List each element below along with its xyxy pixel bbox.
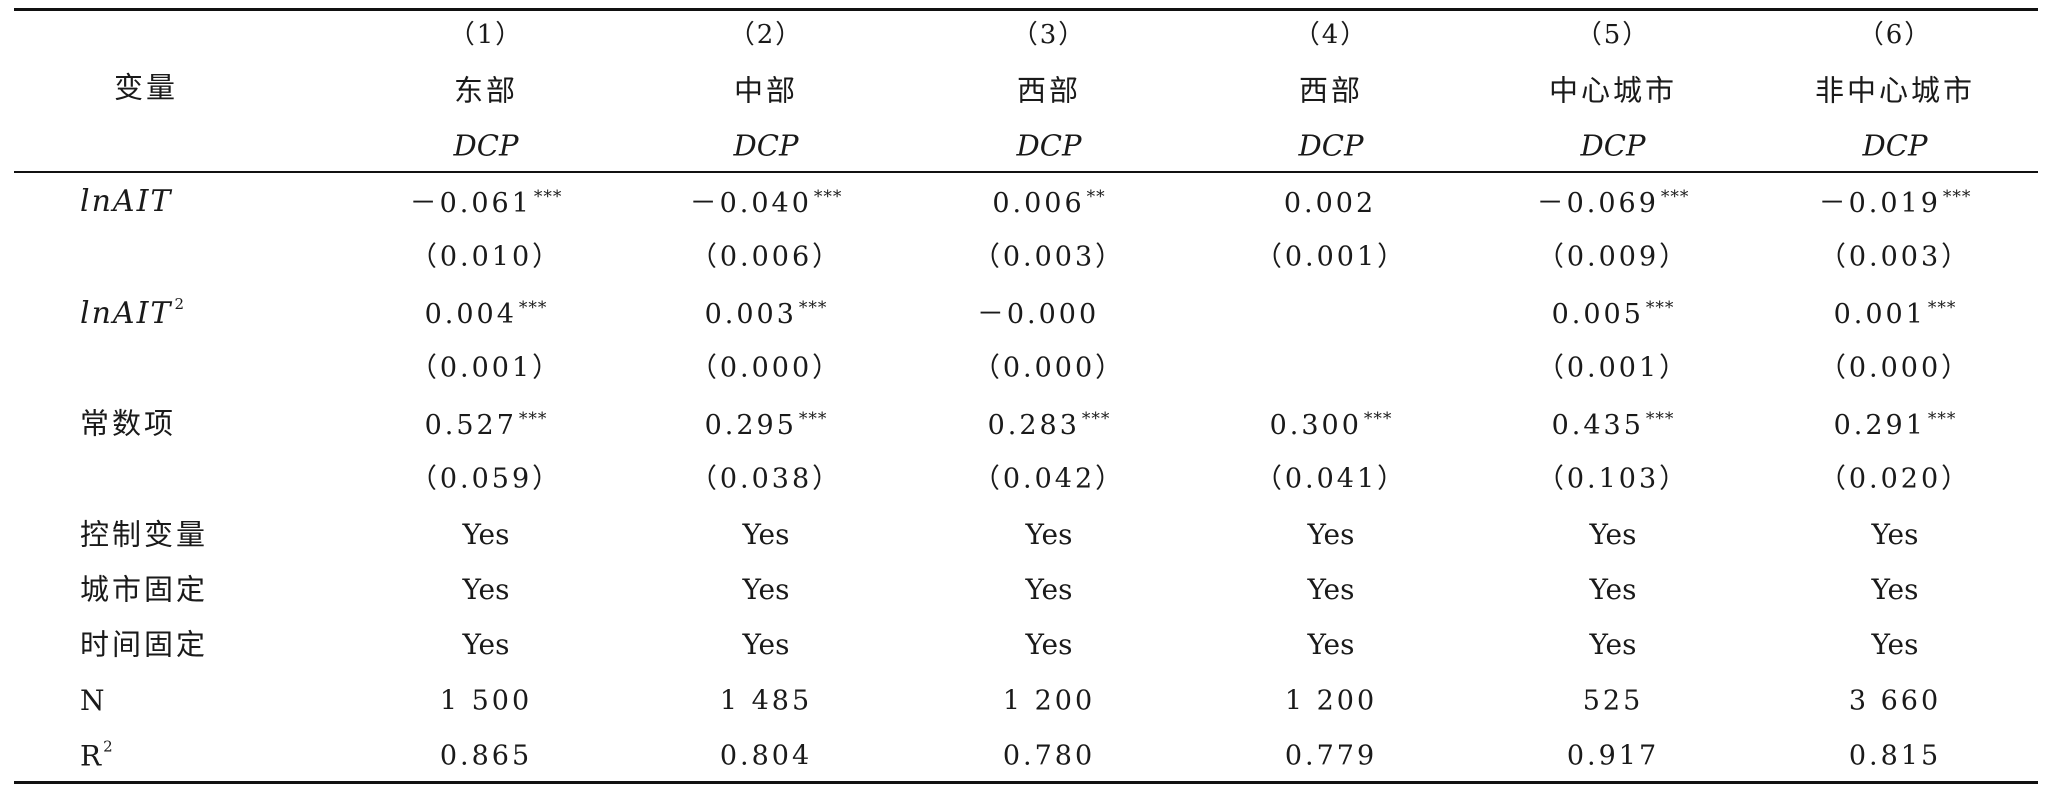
coefficient-cell: 0.006 ** [992,187,1106,219]
indicator-cell: Yes [1025,573,1073,606]
indicator-cell: Yes [1589,628,1637,661]
row-label-lnait: lnAIT [80,184,173,219]
column-group: 中心城市 [1548,73,1678,108]
standard-error-cell: （0.103） [1536,463,1690,495]
column-group: 东部 [453,73,519,108]
dependent-variable: DCP [1298,128,1364,163]
indicator-cell: Yes [1871,573,1919,606]
column-group: 非中心城市 [1814,73,1976,108]
standard-error-cell: （0.000） [972,352,1126,384]
top-rule [14,8,2038,11]
indicator-cell: Yes [462,628,510,661]
indicator-cell: Yes [462,573,510,606]
r-squared-cell: 0.804 [719,740,813,772]
r-squared-cell: 0.865 [439,740,533,772]
indicator-cell: Yes [1871,518,1919,551]
column-group: 西部 [1298,73,1364,108]
coefficient-cell: －0.040 *** [689,187,843,219]
standard-error-cell: （0.020） [1818,463,1972,495]
coefficient-cell: －0.061 *** [409,187,563,219]
standard-error-cell: （0.003） [972,241,1126,273]
header-rule [14,171,2038,173]
column-number: （3） [1011,20,1087,50]
standard-error-cell: （0.001） [1536,352,1690,384]
standard-error-cell: （0.010） [409,241,563,273]
observations-cell: 3 660 [1848,685,1942,717]
column-number: （6） [1857,20,1933,50]
indicator-cell: Yes [742,518,790,551]
standard-error-cell: （0.001） [1254,241,1408,273]
row-label-city-fixed-effects: 城市固定 [80,572,209,607]
coefficient-cell: －0.019 *** [1818,187,1972,219]
dependent-variable: DCP [453,128,519,163]
row-label-observations: N [80,684,105,717]
standard-error-cell: （0.009） [1536,241,1690,273]
variable-header: 变量 [113,70,179,105]
standard-error-cell: （0.001） [409,352,563,384]
r-squared-cell: 0.917 [1566,740,1660,772]
coefficient-cell: 0.435 *** [1551,409,1675,441]
observations-cell: 1 485 [719,685,813,717]
row-label-time-fixed-effects: 时间固定 [80,627,209,662]
coefficient-cell: 0.300 *** [1269,409,1393,441]
column-number: （5） [1575,20,1651,50]
coefficient-cell: 0.291 *** [1833,409,1957,441]
observations-cell: 1 200 [1002,685,1096,717]
coefficient-cell: 0.003 *** [704,298,828,330]
column-number: （1） [448,20,524,50]
coefficient-cell: 0.283 *** [987,409,1111,441]
standard-error-cell: （0.041） [1254,463,1408,495]
bottom-rule [14,781,2038,784]
indicator-cell: Yes [1871,628,1919,661]
indicator-cell: Yes [742,573,790,606]
indicator-cell: Yes [462,518,510,551]
coefficient-cell: －0.069 *** [1536,187,1690,219]
standard-error-cell: （0.038） [689,463,843,495]
indicator-cell: Yes [1589,573,1637,606]
standard-error-cell: （0.000） [1818,352,1972,384]
indicator-cell: Yes [1307,518,1355,551]
dependent-variable: DCP [733,128,799,163]
standard-error-cell: （0.006） [689,241,843,273]
observations-cell: 525 [1582,685,1644,717]
dependent-variable: DCP [1862,128,1928,163]
coefficient-cell: 0.002 [1283,188,1377,219]
r-squared-cell: 0.779 [1284,740,1378,772]
coefficient-cell: 0.527 *** [424,409,548,441]
indicator-cell: Yes [1307,628,1355,661]
indicator-cell: Yes [1307,573,1355,606]
indicator-cell: Yes [1025,518,1073,551]
indicator-cell: Yes [742,628,790,661]
coefficient-cell: 0.001 *** [1833,298,1957,330]
coefficient-cell: －0.000 [976,299,1100,330]
coefficient-cell: 0.004 *** [424,298,548,330]
column-number: （4） [1293,20,1369,50]
row-label-controls: 控制变量 [80,517,209,552]
column-group: 中部 [733,73,799,108]
indicator-cell: Yes [1025,628,1073,661]
standard-error-cell: （0.059） [409,463,563,495]
standard-error-cell: （0.000） [689,352,843,384]
dependent-variable: DCP [1016,128,1082,163]
observations-cell: 1 200 [1284,685,1378,717]
row-label-constant: 常数项 [80,406,177,441]
dependent-variable: DCP [1580,128,1646,163]
observations-cell: 1 500 [439,685,533,717]
coefficient-cell: 0.005 *** [1551,298,1675,330]
indicator-cell: Yes [1589,518,1637,551]
coefficient-cell: 0.295 *** [704,409,828,441]
column-number: （2） [728,20,804,50]
row-label-lnait-squared: lnAIT 2 [80,295,186,331]
column-group: 西部 [1016,73,1082,108]
standard-error-cell: （0.042） [972,463,1126,495]
r-squared-cell: 0.780 [1002,740,1096,772]
standard-error-cell: （0.003） [1818,241,1972,273]
r-squared-cell: 0.815 [1848,740,1942,772]
